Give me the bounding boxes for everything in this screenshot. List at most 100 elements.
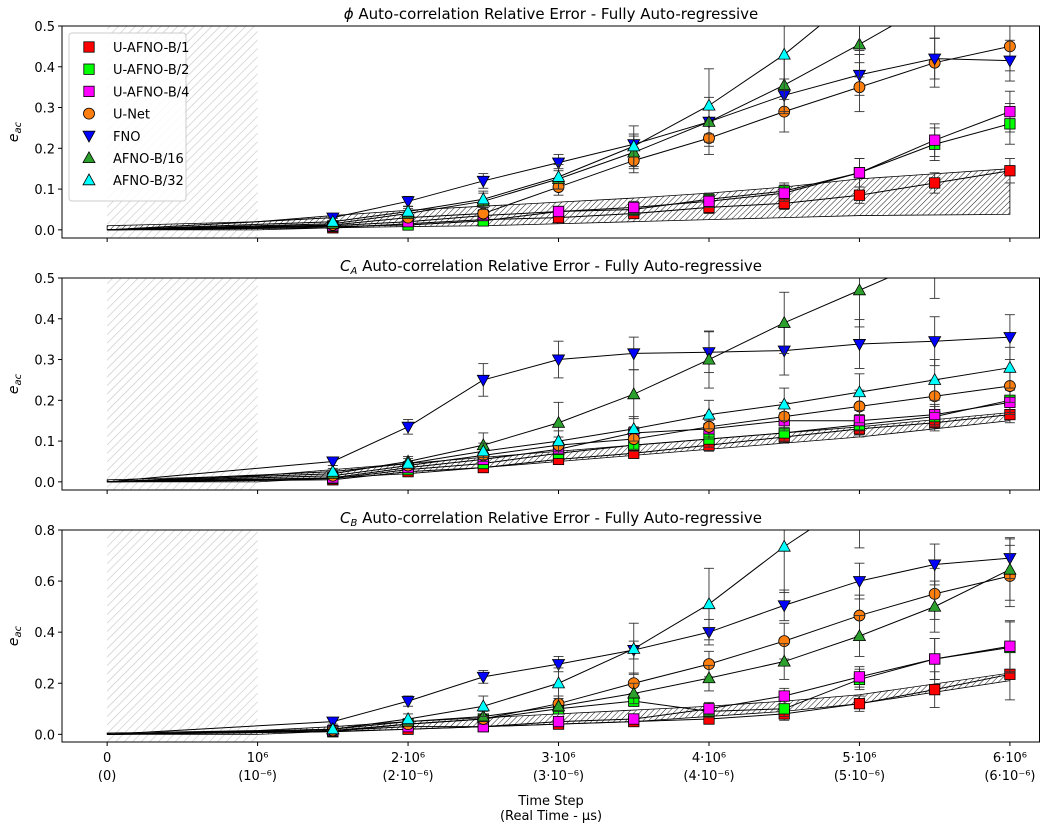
plot-area — [106, 0, 1017, 238]
data-point — [1004, 640, 1016, 652]
legend-item: FNO — [82, 130, 140, 145]
data-point — [853, 189, 866, 201]
data-point — [852, 283, 867, 296]
chart-panel-1: ϕ Auto-correlation Relative Error - Full… — [6, 0, 1040, 242]
data-point — [852, 385, 867, 398]
data-point — [627, 686, 641, 699]
data-point — [702, 671, 716, 684]
data-point — [777, 654, 791, 667]
data-point — [401, 456, 415, 469]
data-point — [326, 464, 340, 477]
data-point — [927, 599, 942, 612]
data-point — [551, 157, 566, 170]
x-tick-sublabel: (2·10⁻⁶) — [382, 769, 433, 784]
data-point — [476, 175, 490, 188]
data-point — [1004, 223, 1016, 234]
y-tick-label: 0.2 — [34, 142, 55, 157]
legend-marker — [82, 173, 96, 186]
legend: U-AFNO-B/1 U-AFNO-B/2 U-AFNO-B/4 U-Net FNO AF… — [68, 32, 189, 202]
data-point — [852, 628, 867, 641]
y-tick-label: 0.4 — [34, 626, 55, 641]
data-point — [852, 576, 867, 589]
data-point — [476, 444, 490, 457]
data-point — [1003, 55, 1017, 68]
data-point — [777, 397, 791, 410]
data-point — [326, 722, 340, 735]
y-tick-label: 0.2 — [34, 394, 55, 409]
legend-box — [68, 32, 187, 202]
data-point — [703, 703, 715, 715]
data-point — [401, 696, 415, 709]
data-point — [551, 676, 566, 689]
legend-marker — [82, 150, 96, 164]
legend-item: U-AFNO-B/4 — [83, 85, 189, 100]
legend-item: U-AFNO-B/1 — [83, 41, 189, 56]
data-point — [702, 407, 716, 420]
data-point — [627, 421, 641, 434]
data-point — [326, 214, 340, 227]
data-point — [1003, 360, 1017, 373]
x-tick-label: 3·10⁶ — [541, 751, 575, 766]
data-point — [853, 698, 866, 710]
data-point — [1004, 106, 1016, 118]
training-region-shading — [107, 530, 258, 742]
legend-marker — [82, 130, 96, 143]
series-fno — [107, 314, 1017, 483]
chart-title: CB Auto-correlation Relative Error - Ful… — [340, 509, 762, 529]
data-point — [929, 0, 941, 6]
y-tick-label: 0.0 — [34, 728, 55, 743]
chart-panel-3: CB Auto-correlation Relative Error - Ful… — [6, 447, 1040, 746]
x-tick-sublabel: (3·10⁻⁶) — [533, 769, 584, 784]
x-tick-label: 0 — [103, 751, 111, 766]
data-point — [853, 167, 866, 179]
data-point — [476, 671, 490, 684]
data-point — [551, 699, 566, 712]
data-point — [551, 434, 566, 447]
legend-item: U-AFNO-B/2 — [83, 63, 189, 78]
data-point — [703, 195, 715, 207]
data-point — [929, 177, 941, 189]
y-tick-label: 0.3 — [34, 354, 55, 369]
y-tick-label: 0.4 — [34, 61, 55, 76]
data-point — [778, 690, 790, 702]
data-point — [401, 196, 415, 209]
data-point — [401, 711, 415, 725]
chart-panel-2: CA Auto-correlation Relative Error - Ful… — [6, 223, 1040, 494]
chart-title: CA Auto-correlation Relative Error - Ful… — [340, 257, 762, 277]
data-point — [927, 559, 942, 572]
data-point — [401, 421, 415, 434]
plot-area — [106, 447, 1017, 742]
data-point — [702, 352, 716, 365]
series-afno-b-32 — [107, 26, 865, 231]
data-point — [401, 204, 415, 217]
x-axis-sublabel: (Real Time - μs) — [500, 809, 602, 824]
legend-label: U-Net — [113, 108, 150, 123]
legend-item: AFNO-B/32 — [82, 173, 184, 189]
data-point — [778, 703, 790, 715]
data-point — [929, 447, 941, 458]
data-point — [627, 139, 641, 152]
y-tick-label: 0.0 — [34, 476, 55, 491]
y-tick-label: 0.5 — [34, 20, 55, 35]
data-point — [927, 336, 942, 349]
y-axis-label: eac — [6, 121, 24, 142]
y-tick-label: 0.5 — [34, 272, 55, 287]
data-point — [929, 653, 941, 665]
data-point — [552, 205, 565, 218]
data-point — [627, 641, 641, 654]
data-point — [777, 600, 791, 613]
legend-item: AFNO-B/16 — [82, 150, 184, 167]
data-point — [929, 134, 941, 146]
x-tick-label: 5·10⁶ — [842, 751, 876, 766]
data-point — [627, 348, 641, 361]
data-point — [852, 339, 867, 352]
x-tick-label: 10⁶ — [247, 751, 269, 766]
y-tick-label: 0.6 — [34, 575, 55, 590]
data-point — [929, 251, 941, 262]
data-point — [476, 699, 490, 712]
legend-marker — [83, 85, 95, 97]
data-point — [1004, 165, 1016, 177]
y-axis-label: eac — [6, 373, 24, 394]
data-point — [702, 597, 716, 610]
